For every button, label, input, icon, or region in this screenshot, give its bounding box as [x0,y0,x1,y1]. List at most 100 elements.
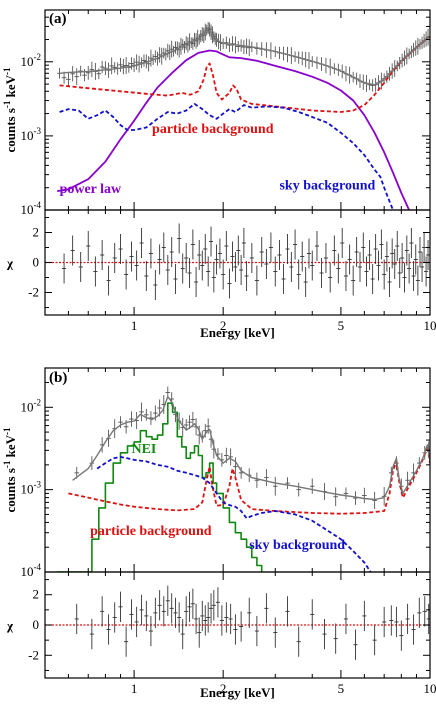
residual-point [188,592,192,622]
residual-point [203,605,207,635]
residual-plot-area [45,586,431,660]
residual-point [79,252,83,282]
residual-point [184,596,188,626]
residual-point [332,236,336,266]
residual-point [220,605,224,635]
residual-point [170,593,174,623]
residual-point [227,269,231,299]
annotation-label: particle background [152,122,274,137]
residual-point [75,604,79,634]
y-tick-exponent: -3 [34,480,42,490]
y-tick-exponent: -2 [34,397,42,407]
residual-tick-label: 2 [33,587,40,602]
series-total-model-line [60,31,430,85]
y-tick-base: 10 [21,128,34,143]
residual-point [113,243,117,273]
residual-point [245,261,249,291]
residual-point [177,224,181,254]
residual-tick-label: 0 [33,255,40,270]
residual-tick-label: 0 [33,617,40,632]
residual-point [158,590,162,620]
residual-point [344,604,348,634]
residual-point [173,598,177,628]
residual-point [324,243,328,273]
residual-point [100,596,104,626]
data-point [255,473,260,488]
y-axis-label-exponent: -1 [2,67,12,75]
residual-point [382,260,386,290]
y-axis-label-main: counts s [3,468,18,512]
residual-point [239,611,243,641]
residual-point [348,245,352,275]
residual-point [423,596,427,626]
data-points [57,22,432,92]
y-tick-exponent: -4 [34,200,42,210]
residual-point [212,263,216,293]
y-axis-label-unit: keV [3,434,18,460]
residual-point [255,616,259,646]
data-point [90,62,95,77]
residual-point [322,619,326,649]
residual-point [107,614,111,644]
residual-point [173,264,177,294]
data-point [100,61,105,73]
residual-point [93,257,97,287]
residual-point [400,243,404,273]
residual-point [414,245,418,275]
residual-point [420,252,424,282]
residual-point [181,619,185,649]
data-point [70,66,75,81]
residual-point [188,258,192,288]
residual-point [224,602,228,632]
data-point [74,68,79,85]
data-point [157,47,162,62]
residual-point [297,627,301,657]
residual-point [166,586,170,616]
residual-point [255,266,259,296]
data-point [296,483,301,497]
y-tick-base: 10 [21,399,34,414]
data-point [129,411,134,426]
residual-point [334,623,338,653]
residual-point [149,239,153,269]
residual-point [250,243,254,273]
residual-point [119,234,123,264]
residual-point [140,595,144,625]
data-point [142,54,147,66]
x-tick-label: 1 [131,318,138,333]
residual-point [407,254,411,284]
residual-tick-label: -2 [28,285,39,300]
residual-point [394,607,398,637]
data-point [228,448,233,465]
y-tick-label: 10-2 [21,397,42,414]
residual-point [368,240,372,270]
residual-point [364,257,368,287]
residual-plot-area [45,224,430,301]
residual-point [398,258,402,288]
residual-point [409,228,413,258]
residual-point [388,267,392,297]
data-point [103,61,108,75]
residual-point [209,227,213,257]
residual-point [361,233,365,263]
residual-point [374,234,378,264]
residual-point [328,263,332,293]
residual-point [340,228,344,258]
x-tick-label: 10 [424,681,436,696]
residual-point [307,239,311,269]
residual-point [216,587,220,617]
residual-point [412,261,416,291]
data-point [112,62,117,73]
residual-point [315,231,319,261]
residual-point [289,252,293,282]
data-point [344,487,349,499]
residual-point [184,243,188,273]
residual-point [395,231,399,261]
annotation-label: sky background [279,178,375,193]
residual-point [191,589,195,619]
residual-point [170,237,174,267]
annotation-label: power law [60,182,122,197]
residual-point [212,590,216,620]
